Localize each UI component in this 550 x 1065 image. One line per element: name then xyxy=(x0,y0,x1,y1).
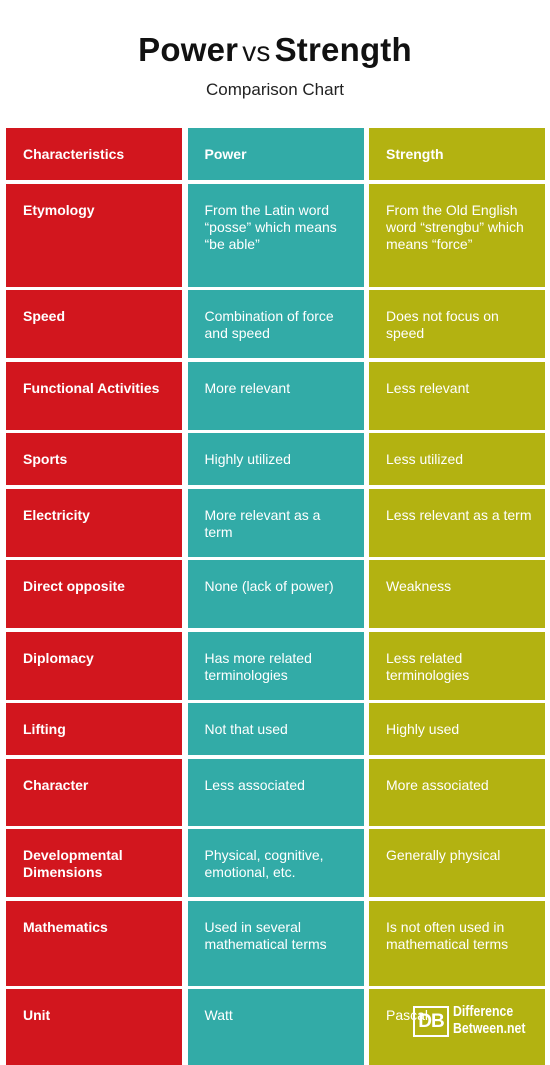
table-cell-strength: Less utilized xyxy=(369,433,545,485)
header-cell-strength: Strength xyxy=(369,128,545,180)
table-cell-power: From the Latin word “posse” which means … xyxy=(187,183,364,287)
logo-mark: DB xyxy=(413,1006,449,1037)
table-cell-strength: Generally physical xyxy=(369,829,545,897)
table-cell-strength: Less related terminologies xyxy=(369,631,545,700)
table-cell-power: Combination of force and speed xyxy=(187,290,364,358)
table-cell-strength: More associated xyxy=(369,758,545,826)
table-cell-power: Watt xyxy=(187,989,364,1065)
table-cell-strength: Less relevant xyxy=(369,361,545,430)
table-cell-characteristics: Direct opposite xyxy=(6,560,182,628)
table-cell-characteristics: Etymology xyxy=(6,183,182,287)
table-cell-characteristics: Electricity xyxy=(6,488,182,557)
table-cell-power: Not that used xyxy=(187,703,364,755)
table-cell-characteristics: Speed xyxy=(6,290,182,358)
title-right: Strength xyxy=(274,31,412,68)
title-vs: vs xyxy=(242,36,271,67)
table-cell-characteristics: Functional Activities xyxy=(6,361,182,430)
header-cell-characteristics: Characteristics xyxy=(6,128,182,180)
table-cell-strength: Less relevant as a term xyxy=(369,488,545,557)
page-subtitle: Comparison Chart xyxy=(206,80,344,99)
table-cell-power: More relevant as a term xyxy=(187,488,364,557)
table-cell-power: More relevant xyxy=(187,361,364,430)
table-cell-characteristics: Developmental Dimensions xyxy=(6,829,182,897)
logo-line-1: Difference xyxy=(453,1003,514,1020)
table-cell-strength: Pascal xyxy=(369,989,545,1065)
table-cell-power: None (lack of power) xyxy=(187,560,364,628)
table-cell-characteristics: Lifting xyxy=(6,703,182,755)
table-cell-power: Used in several mathematical terms xyxy=(187,900,364,986)
table-cell-power: Less associated xyxy=(187,758,364,826)
page-title: Power vs Strength xyxy=(0,30,550,72)
table-cell-characteristics: Character xyxy=(6,758,182,826)
table-cell-power: Highly utilized xyxy=(187,433,364,485)
table-cell-strength: Is not often used in mathematical terms xyxy=(369,900,545,986)
comparison-table: Characteristics Power Strength Etymology Fro… xyxy=(6,128,545,1065)
table-cell-characteristics: Mathematics xyxy=(6,900,182,986)
table-cell-power: Physical, cognitive, emotional, etc. xyxy=(187,829,364,897)
table-cell-strength: Does not focus on speed xyxy=(369,290,545,358)
table-cell-characteristics: Diplomacy xyxy=(6,631,182,700)
header-cell-power: Power xyxy=(187,128,364,180)
logo-text: Difference Between.net xyxy=(453,1003,525,1037)
table-cell-strength: Weakness xyxy=(369,560,545,628)
table-cell-characteristics: Unit xyxy=(6,989,182,1065)
table-cell-power: Has more related terminologies xyxy=(187,631,364,700)
table-cell-characteristics: Sports xyxy=(6,433,182,485)
logo-line-2: Between.net xyxy=(453,1020,526,1037)
table-cell-strength: Highly used xyxy=(369,703,545,755)
site-logo: DB Difference Between.net xyxy=(413,1001,533,1041)
title-left: Power xyxy=(138,31,239,68)
table-cell-strength: From the Old English word “strengbu” whi… xyxy=(369,183,545,287)
